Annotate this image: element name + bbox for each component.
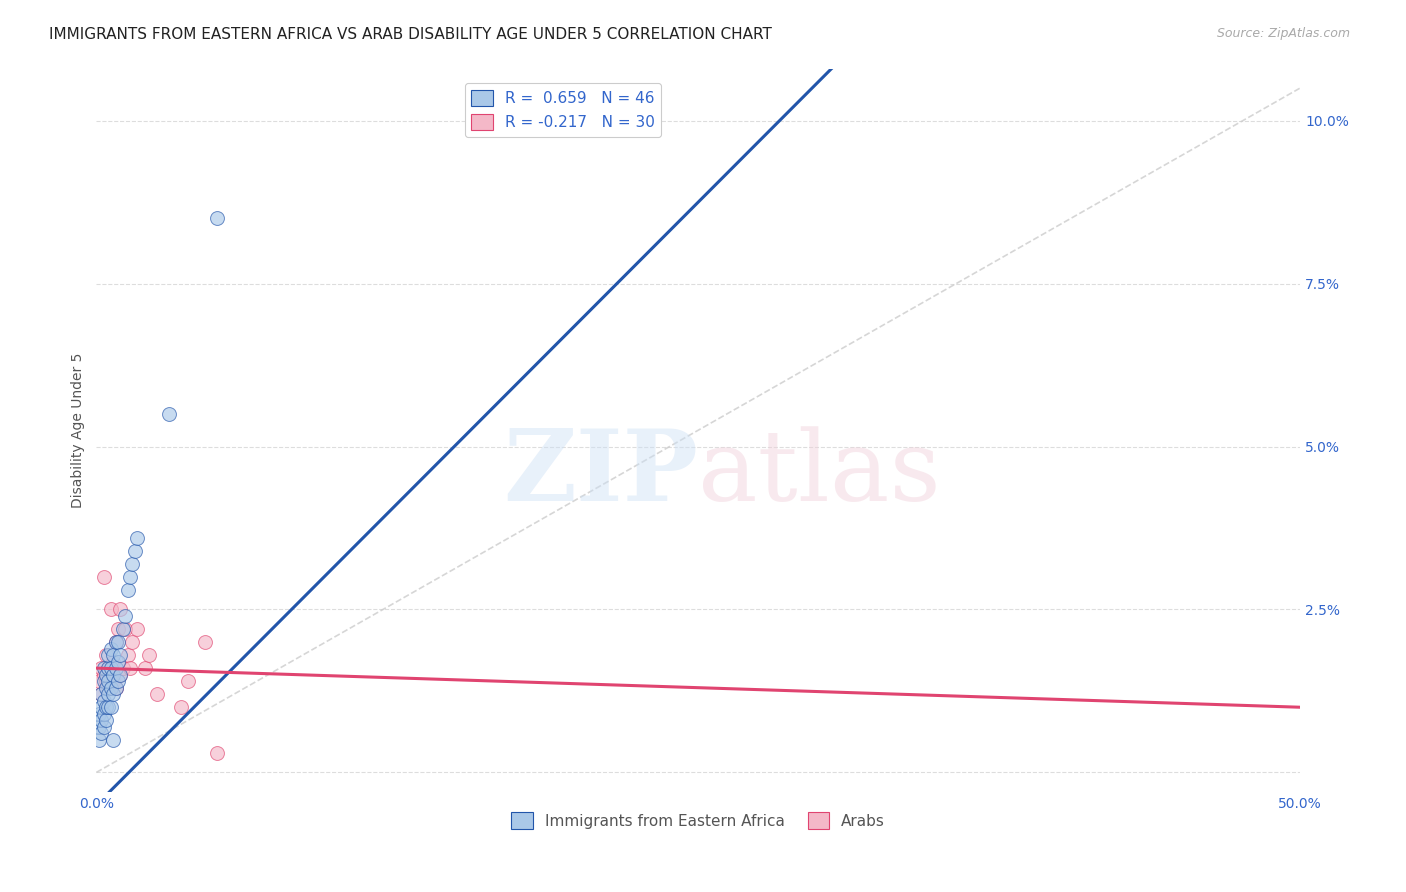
Point: [107, 635, 129, 649]
Point: [127, 531, 149, 545]
Point: [103, 655, 125, 669]
Point: [110, 667, 132, 681]
Text: atlas: atlas: [699, 425, 941, 522]
Point: [157, 407, 180, 421]
Text: IMMIGRANTS FROM EASTERN AFRICA VS ARAB DISABILITY AGE UNDER 5 CORRELATION CHART: IMMIGRANTS FROM EASTERN AFRICA VS ARAB D…: [49, 27, 772, 42]
Point: [93, 694, 115, 708]
Text: Source: ZipAtlas.com: Source: ZipAtlas.com: [1216, 27, 1350, 40]
Point: [97, 681, 120, 695]
Point: [100, 641, 122, 656]
Point: [169, 700, 191, 714]
Point: [100, 681, 122, 695]
Point: [93, 570, 115, 584]
Point: [94, 713, 117, 727]
Point: [121, 557, 143, 571]
Point: [120, 661, 142, 675]
Point: [104, 681, 127, 695]
Point: [104, 661, 127, 675]
Point: [90, 726, 112, 740]
Point: [103, 687, 125, 701]
Point: [100, 602, 122, 616]
Point: [104, 681, 127, 695]
Point: [134, 661, 156, 675]
Point: [93, 667, 115, 681]
Legend: Immigrants from Eastern Africa, Arabs: Immigrants from Eastern Africa, Arabs: [505, 806, 891, 835]
Point: [124, 544, 146, 558]
Point: [97, 674, 120, 689]
Point: [97, 700, 120, 714]
Point: [120, 570, 142, 584]
Point: [90, 713, 112, 727]
Point: [100, 661, 122, 675]
Point: [94, 681, 117, 695]
Point: [110, 667, 132, 681]
Point: [87, 706, 110, 721]
Point: [117, 648, 139, 662]
Point: [107, 674, 129, 689]
Point: [97, 661, 120, 675]
Point: [107, 622, 129, 636]
Point: [117, 582, 139, 597]
Point: [90, 687, 112, 701]
Point: [121, 635, 143, 649]
Point: [94, 700, 117, 714]
Point: [111, 661, 134, 675]
Point: [111, 622, 134, 636]
Point: [97, 661, 120, 675]
Point: [194, 635, 217, 649]
Text: ZIP: ZIP: [503, 425, 699, 522]
Point: [103, 732, 125, 747]
Point: [107, 655, 129, 669]
Point: [103, 648, 125, 662]
Point: [103, 667, 125, 681]
Point: [87, 720, 110, 734]
Point: [110, 602, 132, 616]
Point: [138, 648, 160, 662]
Point: [110, 648, 132, 662]
Point: [87, 732, 110, 747]
Point: [103, 674, 125, 689]
Point: [97, 648, 120, 662]
Point: [205, 211, 228, 226]
Point: [127, 622, 149, 636]
Point: [97, 687, 120, 701]
Point: [114, 609, 136, 624]
Point: [90, 661, 112, 675]
Point: [145, 687, 167, 701]
Point: [94, 667, 117, 681]
Point: [94, 648, 117, 662]
Point: [177, 674, 200, 689]
Point: [114, 622, 136, 636]
Point: [93, 674, 115, 689]
Point: [104, 635, 127, 649]
Point: [90, 700, 112, 714]
Point: [90, 687, 112, 701]
Y-axis label: Disability Age Under 5: Disability Age Under 5: [72, 352, 86, 508]
Point: [94, 674, 117, 689]
Point: [93, 720, 115, 734]
Point: [205, 746, 228, 760]
Point: [104, 635, 127, 649]
Point: [100, 700, 122, 714]
Point: [87, 674, 110, 689]
Point: [93, 661, 115, 675]
Point: [93, 706, 115, 721]
